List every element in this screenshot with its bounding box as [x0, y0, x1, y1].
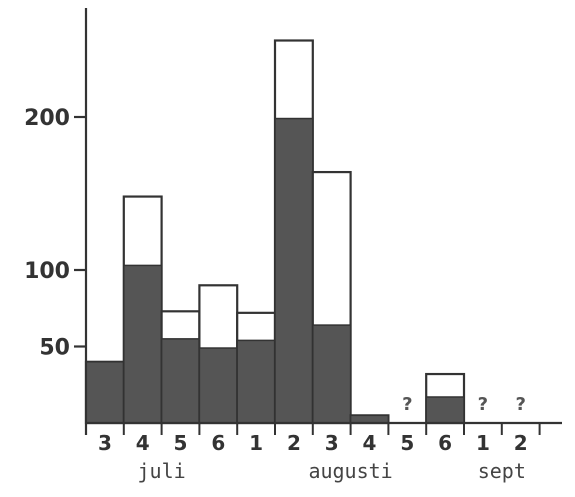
bar-dark — [85, 361, 125, 424]
bar-dark — [160, 338, 201, 424]
x-tick-label: 3 — [325, 431, 339, 455]
x-tick-label: 1 — [476, 431, 490, 455]
month-label: sept — [478, 459, 526, 483]
bar-dark — [236, 339, 276, 424]
bar-dark — [198, 347, 238, 424]
x-tick-label: 3 — [98, 431, 112, 455]
y-tick-label: 50 — [39, 336, 70, 361]
x-tick-label: 5 — [400, 431, 414, 455]
bar-dark — [274, 117, 314, 424]
unknown-marker: ? — [478, 394, 488, 415]
month-label: juli — [138, 459, 186, 483]
y-tick-label: 200 — [24, 106, 70, 131]
bar-dark — [312, 324, 352, 424]
unknown-marker: ? — [515, 394, 525, 415]
month-label: augusti — [308, 459, 392, 483]
x-tick-label: 2 — [287, 431, 301, 455]
x-tick-label: 4 — [136, 431, 150, 455]
unknown-marker: ? — [402, 394, 412, 415]
x-tick-label: 6 — [211, 431, 225, 455]
y-tick-label: 100 — [24, 259, 70, 284]
bar-dark — [425, 396, 465, 424]
x-tick-label: 5 — [174, 431, 188, 455]
bar-dark — [349, 414, 390, 424]
x-tick-label: 4 — [363, 431, 377, 455]
bar-dark — [123, 264, 163, 424]
x-tick-label: 2 — [514, 431, 528, 455]
x-tick-label: 6 — [438, 431, 452, 455]
x-tick-label: 1 — [249, 431, 263, 455]
